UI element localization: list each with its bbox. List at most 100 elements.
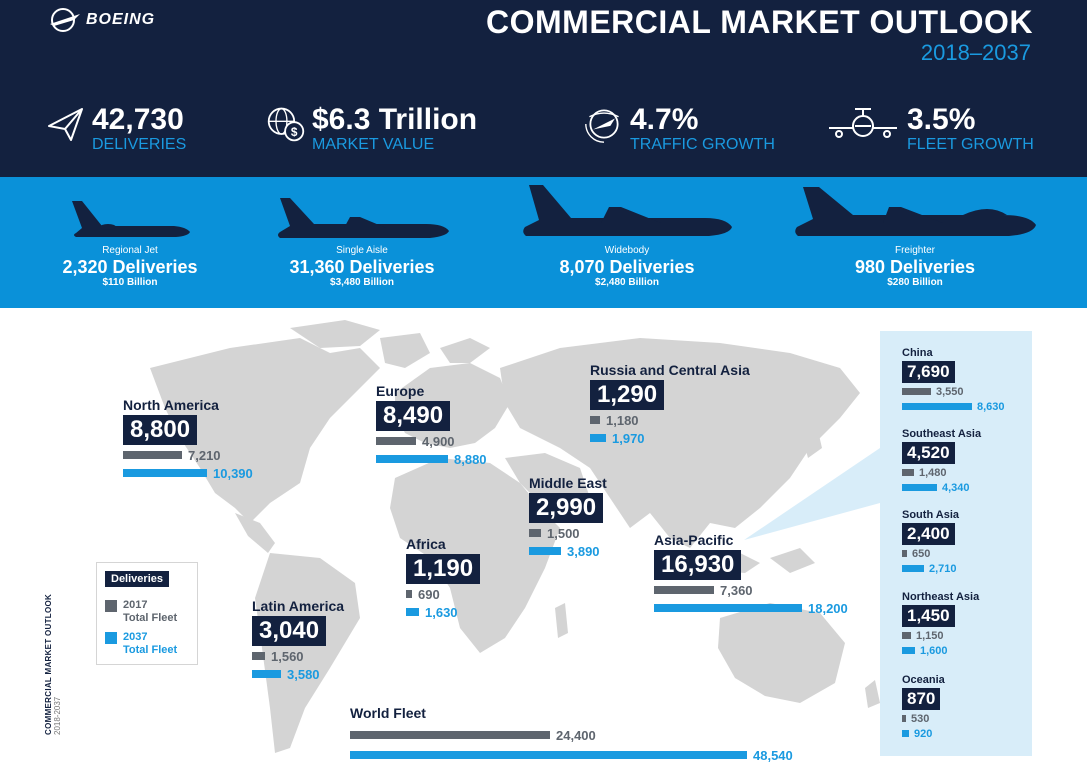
bar-2037: [350, 751, 747, 759]
globe-dollar-icon: $: [267, 107, 305, 142]
stat-traffic-growth: 4.7% TRAFFIC GROWTH: [584, 104, 775, 154]
segment-single-aisle: Single Aisle 31,360 Deliveries $3,480 Bi…: [265, 195, 459, 289]
stat-label: MARKET VALUE: [312, 136, 435, 153]
region-deliveries: 8,490: [376, 401, 451, 431]
region-name: Europe: [376, 383, 425, 399]
vertical-side-label: COMMERCIAL MARKET OUTLOOK 2018-2037: [44, 594, 62, 735]
region-russia-central-asia: Russia and Central Asia 1,290 1,180 1,97…: [590, 362, 750, 446]
bar-2037-label: 18,200: [808, 600, 848, 616]
bar-2017: [252, 652, 265, 660]
bar-2017-label: 7,210: [188, 447, 221, 463]
segment-value: $280 Billion: [887, 277, 943, 288]
freighter-icon: [795, 187, 1036, 236]
legend-item-2017: 2017 Total Fleet: [105, 599, 177, 625]
stat-label: TRAFFIC GROWTH: [630, 136, 775, 153]
bar-2017: [350, 731, 550, 739]
bar-2017-label: 650: [912, 547, 931, 560]
region-name: Latin America: [252, 598, 345, 614]
segment-value: $110 Billion: [102, 277, 158, 288]
legend-title: Deliveries: [105, 571, 169, 587]
bar-2037: [406, 608, 419, 616]
stat-market-value: $ $6.3 Trillion MARKET VALUE: [266, 104, 477, 154]
bar-2037-label: 1,630: [425, 604, 458, 620]
legend-swatch-2037: [105, 632, 117, 644]
bar-2017-label: 690: [418, 586, 440, 602]
bar-2017: [902, 632, 911, 639]
bar-2037-label: 8,880: [454, 451, 487, 467]
subregion-south-asia: South Asia 2,400 650 2,710: [902, 509, 959, 575]
legend-swatch-2017: [105, 600, 117, 612]
side-label-title: COMMERCIAL MARKET OUTLOOK: [44, 593, 53, 735]
segment-deliveries: 980 Deliveries: [854, 257, 976, 277]
bar-2017-label: 3,550: [936, 385, 964, 398]
region-europe: Europe 8,490 4,900 8,880: [376, 383, 487, 467]
legend-label-2017: 2017 Total Fleet: [123, 599, 178, 624]
bar-2017-label: 1,560: [271, 648, 304, 664]
stat-label: FLEET GROWTH: [907, 136, 1034, 153]
bar-2037: [376, 455, 448, 463]
globe-plane-icon: [585, 109, 619, 143]
legend-item-2037: 2037 Total Fleet: [105, 631, 177, 657]
bar-2017: [654, 586, 714, 594]
aircraft-segments-band: Regional Jet 2,320 Deliveries $110 Billi…: [0, 177, 1087, 308]
bar-2017: [529, 529, 541, 537]
subregion-deliveries: 2,400: [902, 523, 955, 545]
bar-2017-label: 530: [911, 712, 930, 725]
bar-2017-label: 1,180: [606, 412, 639, 428]
segment-name: Freighter: [894, 245, 935, 256]
bar-2037-label: 8,630: [977, 400, 1005, 413]
bar-2017-label: 1,480: [919, 466, 947, 479]
region-deliveries: 1,190: [406, 554, 481, 584]
bar-2037: [590, 434, 606, 442]
segment-deliveries: 2,320 Deliveries: [62, 257, 198, 277]
region-name: North America: [123, 397, 219, 413]
region-africa: Africa 1,190 690 1,630: [406, 536, 481, 620]
page-title: COMMERCIAL MARKET OUTLOOK: [486, 4, 1033, 40]
world-fleet: World Fleet 24,400 48,540: [350, 705, 793, 763]
region-deliveries: 16,930: [654, 550, 742, 580]
segment-widebody: Widebody 8,070 Deliveries $2,480 Billion: [520, 183, 734, 289]
widebody-icon: [523, 185, 732, 236]
bar-2017: [902, 469, 914, 476]
stat-value: 4.7%: [630, 103, 699, 136]
regional-jet-icon: [72, 201, 190, 237]
bar-2037: [902, 730, 909, 737]
segment-name: Single Aisle: [336, 245, 388, 256]
region-deliveries: 2,990: [529, 493, 604, 523]
side-label-years: 2018-2037: [53, 696, 62, 735]
bar-2037-label: 1,970: [612, 430, 645, 446]
bar-2037-label: 920: [914, 727, 933, 740]
subregion-deliveries: 870: [902, 688, 941, 710]
bar-2017-label: 24,400: [556, 727, 596, 743]
bar-2037-label: 3,890: [567, 543, 600, 559]
region-name: Middle East: [529, 475, 607, 491]
bar-2017: [590, 416, 600, 424]
bar-2037: [902, 565, 924, 572]
stat-label: DELIVERIES: [92, 136, 187, 153]
segment-value: $2,480 Billion: [595, 277, 659, 288]
subregion-deliveries: 4,520: [902, 442, 955, 464]
subregion-deliveries: 1,450: [902, 605, 955, 627]
segment-regional-jet: Regional Jet 2,320 Deliveries $110 Billi…: [35, 197, 225, 289]
segment-name: Widebody: [604, 245, 650, 256]
subregion-name: South Asia: [902, 509, 960, 521]
page-subtitle: 2018–2037: [920, 40, 1031, 65]
segment-freighter: Freighter 980 Deliveries $280 Billion: [792, 185, 1038, 289]
subregion-oceania: Oceania 870 530 920: [902, 674, 945, 740]
region-north-america: North America 8,800 7,210 10,390: [123, 397, 253, 481]
bar-2037: [529, 547, 561, 555]
legend-label-2037: 2037 Total Fleet: [123, 631, 178, 656]
bar-2017-label: 4,900: [422, 433, 455, 449]
bar-2037: [654, 604, 802, 612]
stat-value: 42,730: [92, 103, 184, 136]
bar-2017-label: 1,500: [547, 525, 580, 541]
bar-2037: [123, 469, 207, 477]
bar-2017: [902, 388, 931, 395]
region-name: Africa: [406, 536, 446, 552]
legend: Deliveries 2017 Total Fleet 2037 Total F…: [96, 562, 198, 665]
stat-value: $6.3 Trillion: [312, 103, 478, 136]
bar-2017: [902, 715, 906, 722]
single-aisle-icon: [278, 198, 449, 238]
subregion-name: China: [902, 347, 933, 359]
bar-2037: [902, 484, 937, 491]
